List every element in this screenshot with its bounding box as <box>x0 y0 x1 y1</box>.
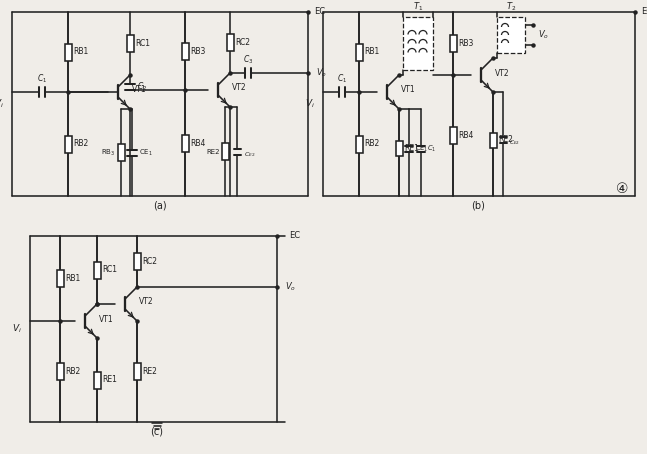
Bar <box>395 141 402 156</box>
Bar <box>133 363 140 380</box>
Text: ④: ④ <box>616 182 628 196</box>
Text: RB4: RB4 <box>459 131 474 140</box>
Text: $T_2$: $T_2$ <box>506 1 516 13</box>
Text: $C_{E2}$: $C_{E2}$ <box>244 150 256 159</box>
Text: (a): (a) <box>153 201 167 211</box>
Bar <box>56 363 63 380</box>
Text: CE$_1$: CE$_1$ <box>139 148 153 158</box>
Text: VT1: VT1 <box>99 315 114 324</box>
Text: $V_i$: $V_i$ <box>305 98 315 110</box>
Text: EC: EC <box>641 8 647 16</box>
Text: $V_o$: $V_o$ <box>316 67 327 79</box>
Bar <box>65 44 72 60</box>
Text: RE1: RE1 <box>404 144 419 153</box>
Text: RB4: RB4 <box>190 138 206 148</box>
Bar <box>94 262 100 278</box>
Text: EC: EC <box>314 8 325 16</box>
Text: RB2: RB2 <box>364 139 380 148</box>
Text: RC2: RC2 <box>142 257 157 266</box>
Bar <box>56 270 63 287</box>
Text: $C_3$: $C_3$ <box>243 54 253 66</box>
Text: RB1: RB1 <box>364 48 380 56</box>
Text: $V_o$: $V_o$ <box>538 29 549 41</box>
Text: $C_{E2}$: $C_{E2}$ <box>509 138 520 148</box>
Text: RB1: RB1 <box>65 274 81 283</box>
Bar <box>450 127 457 144</box>
Text: RC1: RC1 <box>102 266 118 275</box>
Text: (b): (b) <box>471 201 485 211</box>
Text: EC: EC <box>289 232 300 241</box>
Text: RB3: RB3 <box>459 39 474 48</box>
Text: VT1: VT1 <box>132 85 147 94</box>
Text: $V_i$: $V_i$ <box>0 98 4 110</box>
Text: VT2: VT2 <box>495 69 510 78</box>
Bar <box>65 135 72 153</box>
Bar <box>133 253 140 270</box>
Text: RE2: RE2 <box>142 367 157 376</box>
Text: RB3: RB3 <box>190 46 206 55</box>
Text: VT2: VT2 <box>232 84 247 93</box>
Bar <box>450 35 457 52</box>
Bar <box>182 43 188 59</box>
Text: VT2: VT2 <box>139 297 153 306</box>
Bar <box>403 17 433 70</box>
Bar <box>355 44 362 60</box>
Text: RE2: RE2 <box>498 135 513 144</box>
Text: (c): (c) <box>151 427 164 437</box>
Bar <box>226 34 234 51</box>
Bar <box>497 17 525 53</box>
Text: RB2: RB2 <box>65 367 81 376</box>
Text: $C_1$: $C_1$ <box>37 73 47 85</box>
Text: RC1: RC1 <box>135 39 151 48</box>
Bar <box>94 371 100 389</box>
Bar <box>182 134 188 152</box>
Text: RB$_3$: RB$_3$ <box>101 148 116 158</box>
Text: RB1: RB1 <box>74 48 89 56</box>
Text: $V_i$: $V_i$ <box>12 323 22 335</box>
Text: $C_1$: $C_1$ <box>337 73 347 85</box>
Text: RE2: RE2 <box>206 148 219 154</box>
Text: RC2: RC2 <box>236 38 250 47</box>
Bar <box>221 143 228 160</box>
Text: RB2: RB2 <box>74 139 89 148</box>
Text: VT1: VT1 <box>401 85 415 94</box>
Text: RE1: RE1 <box>102 375 117 385</box>
Text: CE$_1$: CE$_1$ <box>415 143 428 153</box>
Bar <box>355 135 362 153</box>
Bar <box>118 144 124 161</box>
Bar <box>490 133 496 148</box>
Text: $C_2$: $C_2$ <box>137 81 148 93</box>
Text: $V_o$: $V_o$ <box>285 281 296 293</box>
Text: $T_1$: $T_1$ <box>413 1 423 13</box>
Text: $C_1$: $C_1$ <box>427 143 436 153</box>
Bar <box>127 35 133 52</box>
